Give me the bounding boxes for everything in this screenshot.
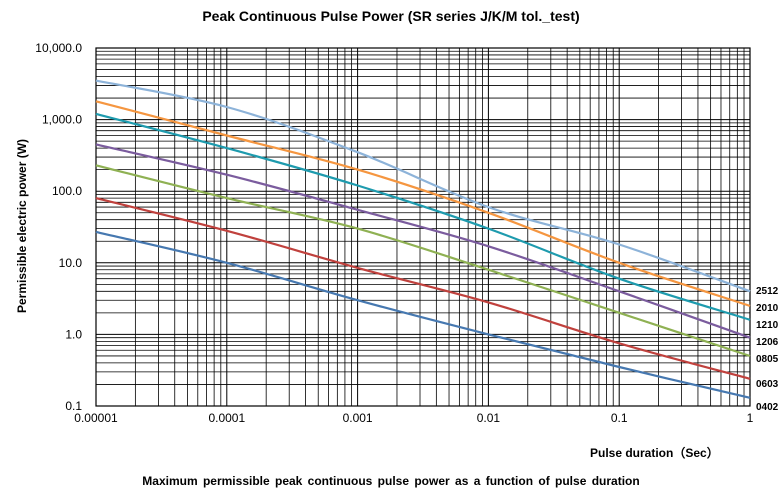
- series-label-0805: 0805: [756, 354, 779, 365]
- chart-title: Peak Continuous Pulse Power (SR series J…: [202, 8, 580, 24]
- series-label-0402: 0402: [756, 402, 779, 413]
- y-tick-label: 1,000.0: [42, 113, 82, 127]
- series-label-2512: 2512: [756, 286, 779, 297]
- x-tick-label: 1: [747, 411, 754, 425]
- series-line-0805: [95, 164, 751, 358]
- x-tick-label: 0.01: [477, 411, 501, 425]
- x-axis-label: Pulse duration（Sec）: [590, 446, 719, 460]
- series-line-0402: [95, 230, 751, 399]
- x-tick-label: 0.00001: [74, 411, 118, 425]
- x-tick-label: 0.1: [611, 411, 628, 425]
- y-tick-label: 1.0: [65, 327, 82, 341]
- x-tick-label: 0.001: [343, 411, 373, 425]
- series-line-2512: [95, 79, 751, 293]
- series-label-0603: 0603: [756, 379, 779, 390]
- y-axis-label: Permissible electric power (W): [15, 138, 29, 314]
- series-label-1206: 1206: [756, 337, 779, 348]
- series-label-2010: 2010: [756, 303, 779, 314]
- y-tick-label: 10.0: [59, 256, 83, 270]
- series-line-0603: [95, 197, 751, 380]
- y-tick-label: 100.0: [52, 184, 82, 198]
- chart-caption: Maximum permissible peak continuous puls…: [142, 474, 640, 488]
- series-label-1210: 1210: [756, 320, 779, 331]
- series-line-1206: [95, 143, 751, 339]
- x-tick-label: 0.0001: [208, 411, 245, 425]
- series-line-2010: [95, 100, 751, 307]
- y-tick-label: 0.1: [65, 399, 82, 413]
- y-tick-label: 10,000.0: [35, 41, 82, 55]
- plot-frame: [95, 47, 751, 407]
- series-line-1210: [95, 112, 751, 321]
